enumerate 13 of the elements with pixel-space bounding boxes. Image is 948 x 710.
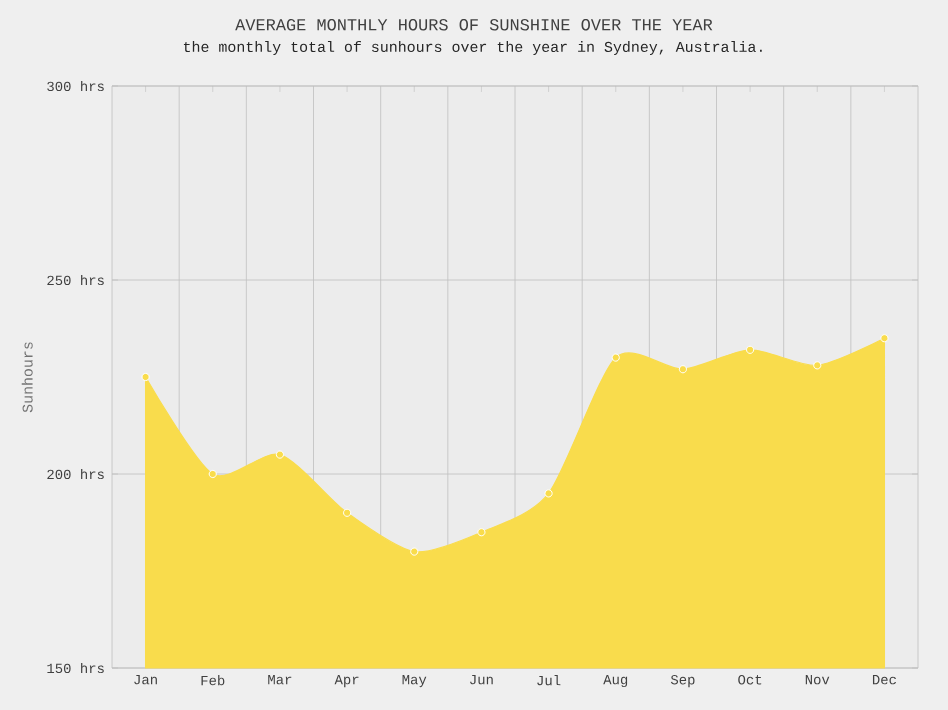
point [611,353,620,362]
point [343,508,352,517]
point [477,528,486,537]
point [880,334,889,343]
chart-title: AVERAGE MONTHLY HOURS OF SUNSHINE OVER THE YEAR [235,19,713,31]
point [141,372,150,382]
point [544,489,553,498]
point [208,469,217,479]
point [813,361,822,370]
point [678,365,688,374]
point [746,345,755,354]
point [410,547,419,556]
point [275,450,285,459]
